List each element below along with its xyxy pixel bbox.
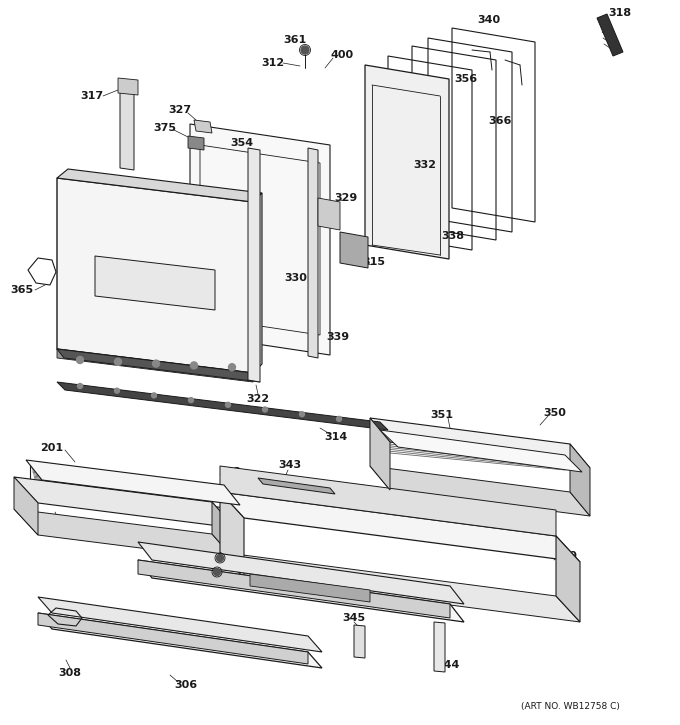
Text: 322: 322 <box>246 394 269 404</box>
Text: 312: 312 <box>188 557 211 567</box>
Polygon shape <box>258 478 335 494</box>
Polygon shape <box>370 466 590 516</box>
Text: 200: 200 <box>41 525 63 535</box>
Text: 308: 308 <box>58 668 82 678</box>
Polygon shape <box>365 65 449 259</box>
Polygon shape <box>194 120 212 133</box>
Circle shape <box>301 46 309 54</box>
Polygon shape <box>380 430 582 472</box>
Polygon shape <box>57 169 262 202</box>
Text: 350: 350 <box>543 408 566 418</box>
Circle shape <box>228 364 235 370</box>
Polygon shape <box>14 477 235 528</box>
Polygon shape <box>26 460 240 505</box>
Text: 375: 375 <box>250 562 273 572</box>
Polygon shape <box>57 382 388 430</box>
Polygon shape <box>120 80 134 170</box>
Polygon shape <box>14 509 235 560</box>
Text: 356: 356 <box>454 74 477 84</box>
Polygon shape <box>38 613 322 668</box>
Text: 354: 354 <box>231 138 254 148</box>
Polygon shape <box>248 148 260 382</box>
Circle shape <box>188 397 194 402</box>
Polygon shape <box>190 124 330 355</box>
Polygon shape <box>57 349 253 382</box>
Polygon shape <box>370 418 390 490</box>
Text: 329: 329 <box>335 193 358 203</box>
Polygon shape <box>220 492 244 578</box>
Text: 351: 351 <box>430 410 454 420</box>
Text: 330: 330 <box>284 273 307 283</box>
Polygon shape <box>250 574 370 602</box>
Polygon shape <box>38 613 308 664</box>
Text: 344: 344 <box>437 660 460 670</box>
Text: 312: 312 <box>261 58 284 68</box>
Text: 201: 201 <box>40 443 63 453</box>
Polygon shape <box>220 552 580 622</box>
Text: 314: 314 <box>324 432 347 442</box>
Polygon shape <box>370 418 590 468</box>
Circle shape <box>78 384 82 389</box>
Text: 400: 400 <box>330 50 354 60</box>
Circle shape <box>337 416 341 421</box>
Text: 361: 361 <box>192 543 216 553</box>
Text: 332: 332 <box>413 160 437 170</box>
Text: 338: 338 <box>441 231 464 241</box>
Polygon shape <box>138 560 464 622</box>
Circle shape <box>152 393 156 398</box>
Polygon shape <box>118 78 138 95</box>
Polygon shape <box>138 560 450 618</box>
Text: 343: 343 <box>278 460 301 470</box>
Text: 318: 318 <box>609 8 632 18</box>
Circle shape <box>114 388 120 393</box>
Text: 375: 375 <box>154 123 177 133</box>
Polygon shape <box>220 466 556 536</box>
Polygon shape <box>570 444 590 516</box>
Polygon shape <box>597 14 623 56</box>
Circle shape <box>262 407 267 412</box>
Polygon shape <box>434 622 445 672</box>
Text: 365: 365 <box>10 285 33 295</box>
Polygon shape <box>220 492 580 562</box>
Circle shape <box>152 360 160 367</box>
Polygon shape <box>57 349 260 382</box>
Polygon shape <box>556 536 580 622</box>
Circle shape <box>226 402 231 407</box>
Text: 315: 315 <box>362 257 386 267</box>
Polygon shape <box>95 256 215 310</box>
Polygon shape <box>308 148 318 358</box>
Polygon shape <box>340 232 368 268</box>
Text: 306: 306 <box>175 680 198 690</box>
Text: 327: 327 <box>169 105 192 115</box>
Text: (ART NO. WB12758 C): (ART NO. WB12758 C) <box>521 703 619 711</box>
Polygon shape <box>38 597 322 652</box>
Circle shape <box>76 357 84 363</box>
Polygon shape <box>138 542 464 604</box>
Polygon shape <box>57 178 253 373</box>
Text: 345: 345 <box>343 613 366 623</box>
Polygon shape <box>253 193 262 373</box>
Text: 361: 361 <box>284 35 307 45</box>
Polygon shape <box>354 625 365 658</box>
Polygon shape <box>188 136 204 150</box>
Polygon shape <box>430 148 445 172</box>
Circle shape <box>216 555 224 561</box>
Circle shape <box>299 412 305 417</box>
Text: 366: 366 <box>488 116 511 126</box>
Circle shape <box>114 358 122 365</box>
Text: 339: 339 <box>326 332 350 342</box>
Text: 300: 300 <box>555 551 577 561</box>
Polygon shape <box>318 198 340 230</box>
Text: 202: 202 <box>218 467 241 477</box>
Polygon shape <box>14 477 38 535</box>
Text: 340: 340 <box>477 15 500 25</box>
Polygon shape <box>212 502 235 560</box>
Circle shape <box>190 362 197 369</box>
Text: 317: 317 <box>80 91 103 101</box>
Text: 360: 360 <box>420 600 443 610</box>
Circle shape <box>214 568 220 576</box>
